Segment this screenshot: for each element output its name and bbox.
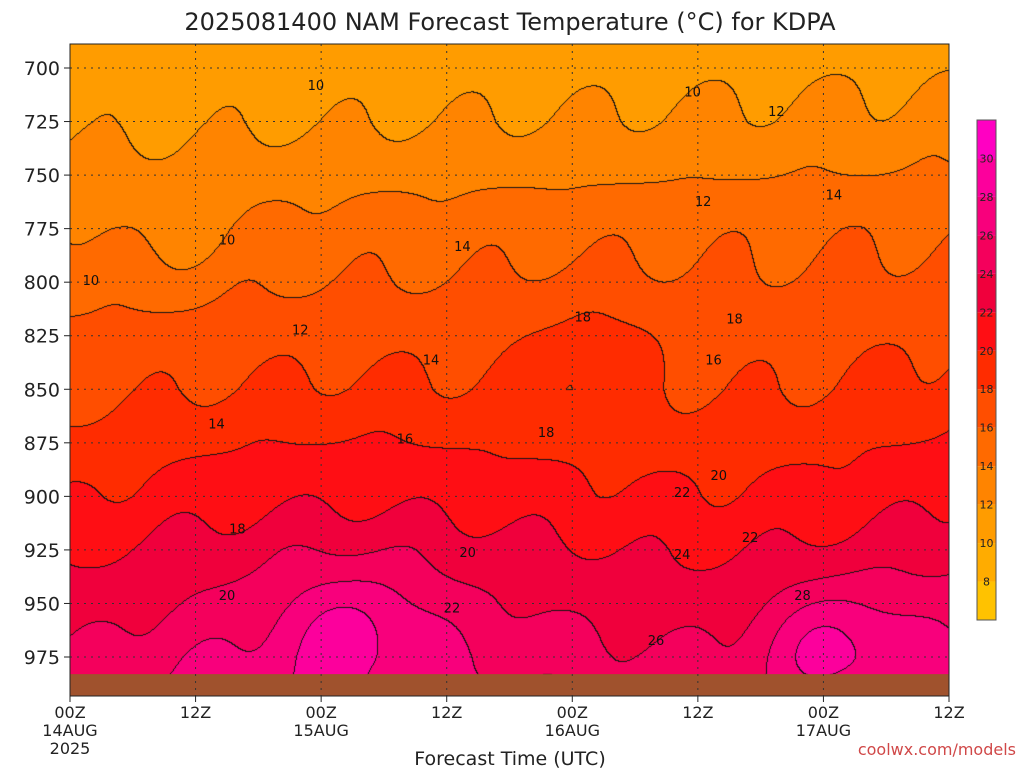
colorbar-swatch <box>977 120 996 159</box>
ground-terrain <box>70 674 949 696</box>
contour-label: 22 <box>742 531 759 546</box>
y-tick-label: 800 <box>24 272 60 294</box>
contour-labels: 10 10 12 14 12 10 14 10 12 18 18 14 16 14 16 18 20 22 18 22… <box>83 79 843 649</box>
x-tick-label: 12Z <box>180 703 211 722</box>
colorbar-swatch <box>977 427 996 467</box>
contour-label: 10 <box>83 274 100 289</box>
colorbar-swatch <box>977 389 996 428</box>
plot-frame <box>69 43 950 697</box>
y-tick-label: 850 <box>24 379 60 401</box>
y-tick-label: 925 <box>24 540 60 562</box>
contour-label: 16 <box>397 433 414 448</box>
x-axis-title: Forecast Time (UTC) <box>414 748 605 768</box>
colorbar-label: 22 <box>980 306 994 319</box>
contour-label: 24 <box>674 548 691 563</box>
colorbar-swatch <box>977 158 996 197</box>
contour-label: 18 <box>229 522 246 537</box>
x-tick-label: 12Z <box>933 703 964 722</box>
x-tick-label: 00Z <box>54 703 85 722</box>
colorbar-label: 14 <box>980 460 994 473</box>
contour-label: 22 <box>674 486 691 501</box>
colorbar-swatch <box>977 235 996 274</box>
y-tick-label: 700 <box>24 58 60 80</box>
colorbar-swatch <box>977 581 996 620</box>
contour-label: 18 <box>574 310 591 325</box>
y-tick-label: 725 <box>24 112 60 134</box>
contour-label: 22 <box>444 602 461 617</box>
x-date-label: 16AUG <box>545 721 600 740</box>
colorbar-swatch <box>977 504 996 544</box>
contour-label: 12 <box>695 195 712 210</box>
contour-label: 10 <box>308 79 325 94</box>
contour-label: 16 <box>705 353 722 368</box>
contour-label: 14 <box>423 353 440 368</box>
y-tick-label: 950 <box>24 593 60 615</box>
heatmap-field <box>70 44 949 696</box>
contour-label: 20 <box>459 546 476 561</box>
colorbar-label: 16 <box>980 422 994 435</box>
colorbar-swatch <box>977 350 996 390</box>
colorbar-label: 20 <box>980 345 994 358</box>
contour-label: 20 <box>711 469 728 484</box>
contour-label: 12 <box>768 105 785 120</box>
colorbar-label: 24 <box>980 268 994 281</box>
colorbar-swatch <box>977 312 996 351</box>
contour-label: 14 <box>826 188 843 203</box>
contour-label: 20 <box>219 589 236 604</box>
y-axis: 700 725 750 775 800 825 850 875 900 925 950 975 <box>24 58 70 669</box>
colorbar-swatch <box>977 196 996 236</box>
colorbar-swatch <box>977 273 996 313</box>
y-tick-label: 975 <box>24 647 60 669</box>
x-tick-label: 00Z <box>557 703 588 722</box>
contour-label: 28 <box>794 589 811 604</box>
credit-link[interactable]: coolwx.com/models <box>858 740 1016 759</box>
contour-label: 10 <box>219 233 236 248</box>
colorbar-swatch <box>977 466 996 505</box>
y-tick-label: 825 <box>24 326 60 348</box>
x-date-label: 17AUG <box>796 721 851 740</box>
y-tick-label: 750 <box>24 165 60 187</box>
y-tick-label: 875 <box>24 433 60 455</box>
x-tick-label: 12Z <box>682 703 713 722</box>
contour-label: 10 <box>684 86 701 101</box>
x-tick-label: 00Z <box>305 703 336 722</box>
colorbar-label: 26 <box>980 229 994 242</box>
contour-label: 18 <box>726 313 743 328</box>
x-tick-label: 12Z <box>431 703 462 722</box>
colorbar-swatch <box>977 543 996 582</box>
y-tick-label: 900 <box>24 486 60 508</box>
contour-label: 26 <box>648 634 665 649</box>
chart-title: 2025081400 NAM Forecast Temperature (°C)… <box>184 8 836 36</box>
colorbar-legend: 8 10 12 14 16 18 20 22 24 26 28 30 <box>976 119 997 621</box>
y-tick-label: 775 <box>24 219 60 241</box>
x-date-label: 14AUG <box>42 721 97 740</box>
x-year-label: 2025 <box>50 739 91 758</box>
colorbar-label: 12 <box>980 499 994 512</box>
colorbar-label: 8 <box>983 576 990 589</box>
colorbar-label: 30 <box>980 152 994 165</box>
plot-area <box>69 43 950 697</box>
contour-label: 12 <box>292 323 309 338</box>
colorbar-label: 18 <box>980 383 994 396</box>
colorbar-label: 28 <box>980 191 994 204</box>
x-tick-label: 00Z <box>808 703 839 722</box>
contour-label: 18 <box>538 426 555 441</box>
contour-label: 14 <box>454 240 471 255</box>
colorbar-label: 10 <box>980 537 994 550</box>
x-date-label: 15AUG <box>293 721 348 740</box>
colorbar-frame <box>976 119 997 621</box>
contour-label: 14 <box>208 418 225 433</box>
